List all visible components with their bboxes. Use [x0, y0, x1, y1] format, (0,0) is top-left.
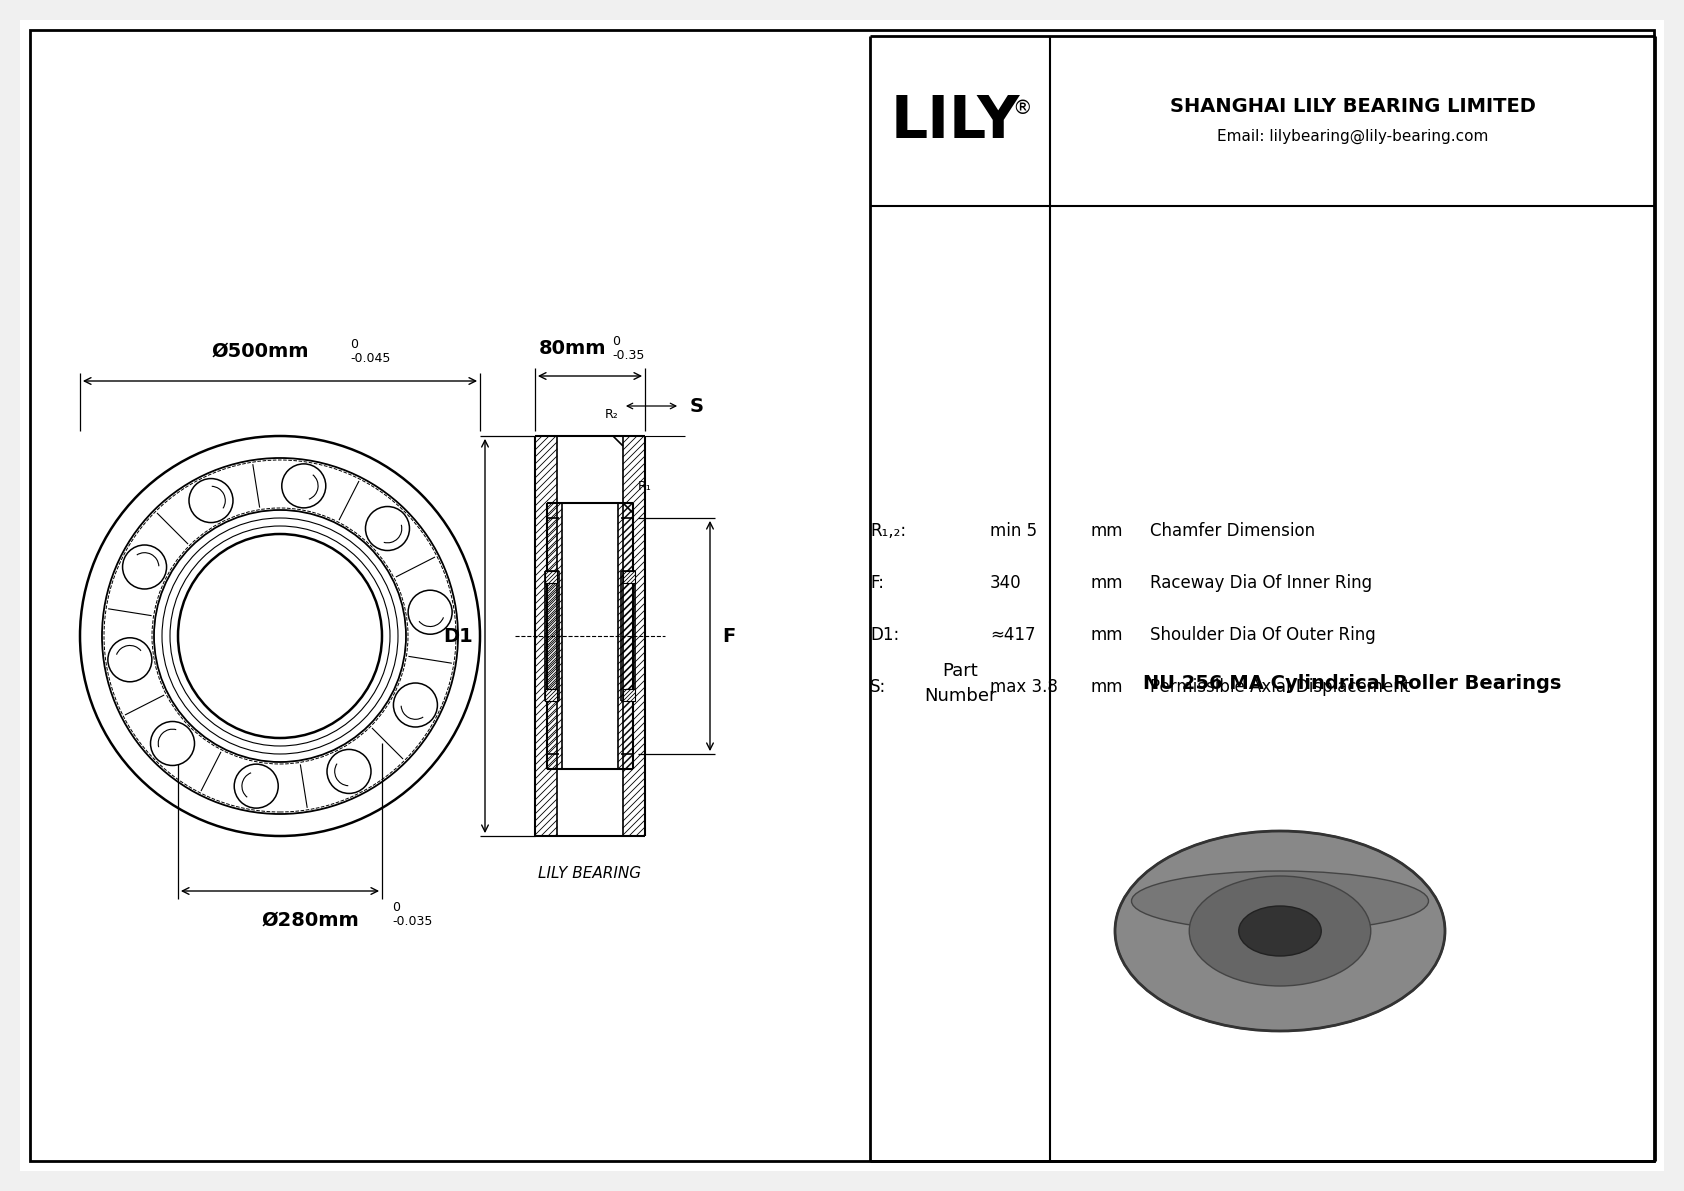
- Text: ®: ®: [1012, 99, 1032, 118]
- Text: mm: mm: [1090, 574, 1123, 592]
- Circle shape: [327, 749, 370, 793]
- Text: mm: mm: [1090, 678, 1123, 696]
- Text: mm: mm: [1090, 626, 1123, 644]
- Bar: [623, 690, 635, 701]
- Text: 0: 0: [611, 335, 620, 348]
- Text: D1:: D1:: [871, 626, 899, 644]
- Circle shape: [123, 545, 167, 590]
- Ellipse shape: [1115, 831, 1445, 1031]
- Text: F: F: [722, 626, 736, 646]
- Text: 0: 0: [392, 902, 401, 913]
- Circle shape: [394, 682, 438, 727]
- Text: -0.35: -0.35: [611, 349, 645, 362]
- Text: Shoulder Dia Of Outer Ring: Shoulder Dia Of Outer Ring: [1150, 626, 1376, 644]
- Text: R₁: R₁: [638, 480, 652, 493]
- Text: -0.045: -0.045: [350, 353, 391, 364]
- Text: R₁,₂:: R₁,₂:: [871, 522, 906, 540]
- Bar: [546, 690, 557, 701]
- Circle shape: [408, 591, 451, 635]
- Text: Email: lilybearing@lily-bearing.com: Email: lilybearing@lily-bearing.com: [1218, 129, 1489, 144]
- Text: Raceway Dia Of Inner Ring: Raceway Dia Of Inner Ring: [1150, 574, 1372, 592]
- Text: 0: 0: [350, 338, 359, 351]
- Text: Ø280mm: Ø280mm: [261, 911, 359, 930]
- Bar: [546, 570, 557, 584]
- Text: -0.035: -0.035: [392, 915, 433, 928]
- Text: Part
Number: Part Number: [925, 662, 997, 705]
- Circle shape: [234, 765, 278, 809]
- Bar: [623, 570, 635, 584]
- Circle shape: [189, 479, 232, 523]
- Text: LILY BEARING: LILY BEARING: [539, 866, 642, 881]
- Ellipse shape: [1189, 877, 1371, 986]
- Circle shape: [150, 722, 195, 766]
- Text: D1: D1: [443, 626, 473, 646]
- Text: S:: S:: [871, 678, 886, 696]
- Circle shape: [365, 506, 409, 550]
- Text: S: S: [690, 397, 704, 416]
- Text: R₂: R₂: [605, 409, 618, 420]
- Circle shape: [108, 637, 152, 681]
- Text: F:: F:: [871, 574, 884, 592]
- Text: SHANGHAI LILY BEARING LIMITED: SHANGHAI LILY BEARING LIMITED: [1170, 96, 1536, 116]
- Ellipse shape: [1132, 871, 1428, 931]
- Text: Ø500mm: Ø500mm: [210, 342, 308, 361]
- Ellipse shape: [1239, 906, 1322, 956]
- Text: 80mm: 80mm: [539, 339, 606, 358]
- Text: min 5: min 5: [990, 522, 1037, 540]
- Text: NU 256 MA Cylindrical Roller Bearings: NU 256 MA Cylindrical Roller Bearings: [1143, 674, 1561, 693]
- Text: ≈417: ≈417: [990, 626, 1036, 644]
- Text: max 3.8: max 3.8: [990, 678, 1058, 696]
- Text: mm: mm: [1090, 522, 1123, 540]
- Text: LILY: LILY: [891, 93, 1021, 150]
- Circle shape: [281, 463, 325, 507]
- Text: 340: 340: [990, 574, 1022, 592]
- Text: Permissible Axial Displacement: Permissible Axial Displacement: [1150, 678, 1410, 696]
- Text: Chamfer Dimension: Chamfer Dimension: [1150, 522, 1315, 540]
